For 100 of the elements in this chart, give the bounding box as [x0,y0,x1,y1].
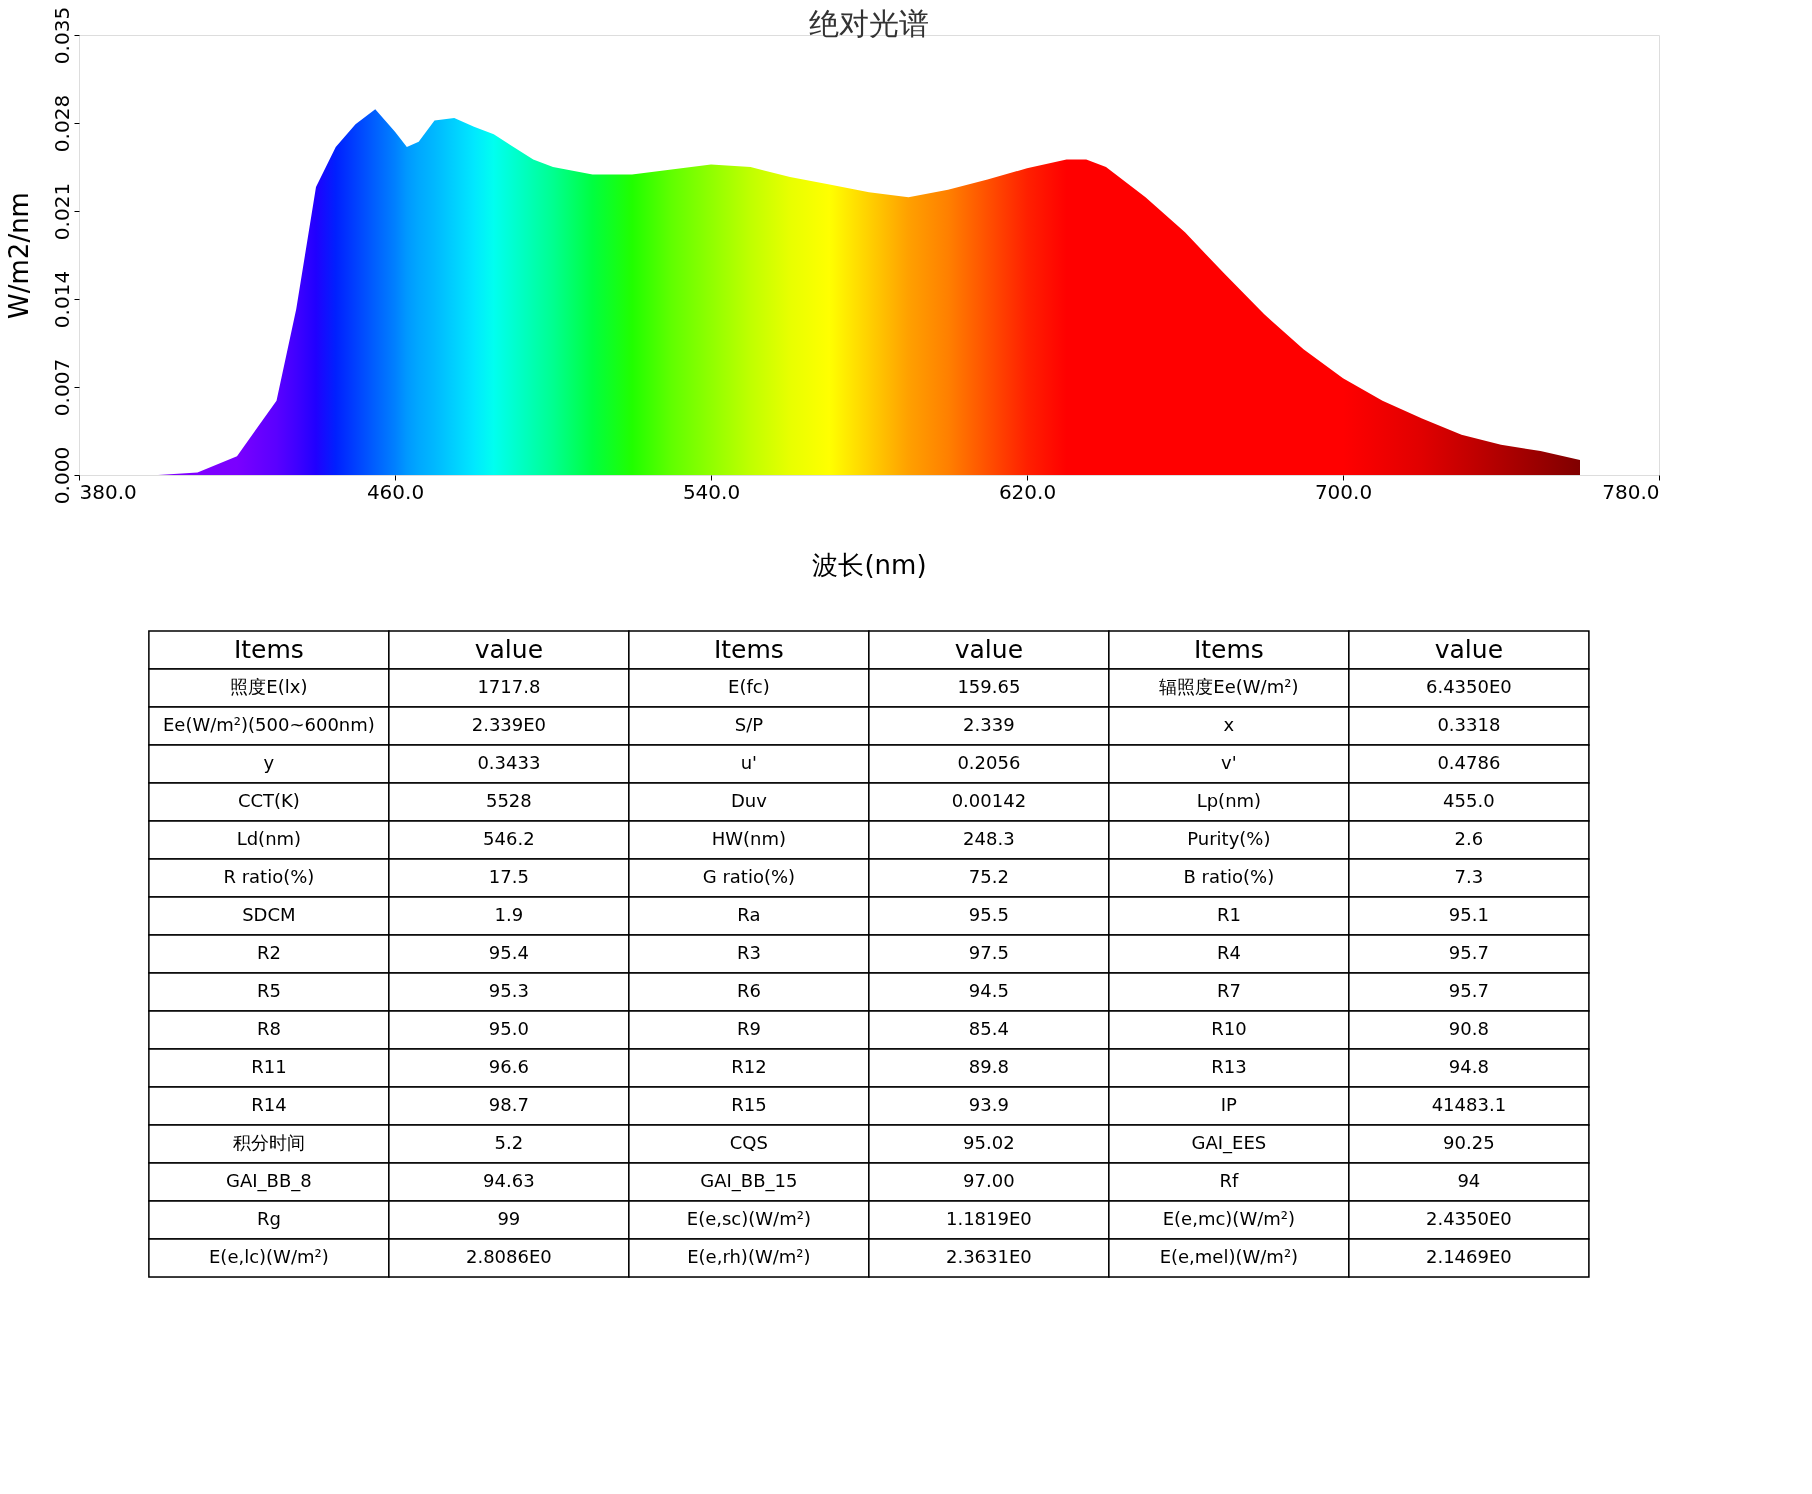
text: v' [1221,752,1237,773]
x-axis-title: 波长(nm) [812,549,927,580]
text: 1.1819E0 [945,1208,1032,1229]
text: 95.7 [1448,942,1489,963]
text: 85.4 [968,1018,1009,1039]
text: R6 [736,980,761,1001]
chart-title: 绝对光谱 [809,6,929,42]
text: 89.8 [968,1056,1009,1077]
text: 积分时间 [232,1132,305,1153]
y-tick-label: 0.021 [49,182,74,241]
text: 94 [1457,1170,1481,1191]
text: E(e,lc)(W/m²) [208,1246,329,1267]
text: E(e,mel)(W/m²) [1159,1246,1299,1267]
y-tick-label: 0.014 [49,270,74,329]
text: R3 [736,942,761,963]
y-tick-label: 0.007 [49,358,74,417]
text: 0.3318 [1437,714,1501,735]
y-tick-label: 0.035 [49,6,74,65]
category-label: Items [713,635,784,664]
text: 2.1469E0 [1425,1246,1512,1267]
text: R ratio(%) [223,866,315,887]
text: 2.8086E0 [465,1246,552,1267]
text: 99 [497,1208,521,1229]
text: 248.3 [963,828,1015,849]
y-axis-title: W/m2/nm [3,192,34,319]
text: 94.63 [483,1170,535,1191]
text: Rf [1219,1170,1239,1191]
text: R12 [731,1056,767,1077]
x-tick-label: 460.0 [366,479,425,504]
text: SDCM [242,904,296,925]
text: 1.9 [494,904,524,925]
category-label: Items [1193,635,1264,664]
text: Ld(nm) [236,828,302,849]
text: 94.5 [968,980,1009,1001]
text: R15 [731,1094,767,1115]
text: R11 [251,1056,287,1077]
text: 41483.1 [1431,1094,1507,1115]
text: 97.5 [968,942,1009,963]
text: 95.0 [488,1018,529,1039]
text: R8 [256,1018,281,1039]
text: 75.2 [968,866,1009,887]
text: IP [1220,1094,1237,1115]
x-tick-label: 540.0 [682,479,741,504]
text: R4 [1216,942,1241,963]
text: R5 [256,980,281,1001]
text: Ee(W/m²)(500~600nm) [162,714,375,735]
text: E(e,mc)(W/m²) [1162,1208,1296,1229]
text: CQS [729,1132,768,1153]
text: 159.65 [957,676,1021,697]
text: R10 [1211,1018,1247,1039]
text: R1 [1216,904,1241,925]
text: y [263,752,275,773]
x-tick-label: 780.0 [1602,479,1660,504]
text: 90.25 [1443,1132,1495,1153]
text: 1717.8 [477,676,541,697]
text: GAI_BB_15 [700,1170,798,1191]
text: 455.0 [1443,790,1495,811]
text: 7.3 [1454,866,1484,887]
text: 98.7 [488,1094,529,1115]
text: 95.5 [968,904,1009,925]
x-tick-label: 380.0 [79,479,137,504]
text: G ratio(%) [702,866,796,887]
text: Rg [256,1208,281,1229]
y-tick-label: 0.028 [49,94,74,153]
text: CCT(K) [237,790,300,811]
text: E(e,sc)(W/m²) [686,1208,811,1229]
text: 546.2 [483,828,535,849]
text: Ra [737,904,761,925]
text: R9 [736,1018,761,1039]
text: 95.3 [488,980,529,1001]
text: 5528 [485,790,532,811]
y-tick-label: 0.000 [49,446,74,505]
text: 96.6 [488,1056,529,1077]
text: B ratio(%) [1183,866,1275,887]
category-label: Items [233,635,304,664]
text: 6.4350E0 [1425,676,1512,697]
category-label: value [1434,635,1504,664]
text: 2.4350E0 [1425,1208,1512,1229]
text: 95.1 [1448,904,1489,925]
text: 0.3433 [477,752,541,773]
text: HW(nm) [711,828,787,849]
text: 2.3631E0 [945,1246,1032,1267]
text: Duv [730,790,767,811]
text: 93.9 [968,1094,1009,1115]
text: 2.339 [963,714,1015,735]
text: 0.4786 [1437,752,1501,773]
text: R14 [251,1094,287,1115]
text: 95.02 [963,1132,1015,1153]
text: GAI_EES [1191,1132,1267,1153]
x-tick-label: 700.0 [1314,479,1373,504]
category-label: value [954,635,1024,664]
text: 0.2056 [957,752,1021,773]
text: R2 [256,942,281,963]
text: u' [740,752,758,773]
text: R7 [1216,980,1241,1001]
text: 0.00142 [951,790,1027,811]
text: E(e,rh)(W/m²) [687,1246,811,1267]
text: 5.2 [494,1132,524,1153]
text: 97.00 [963,1170,1015,1191]
text: Lp(nm) [1196,790,1262,811]
